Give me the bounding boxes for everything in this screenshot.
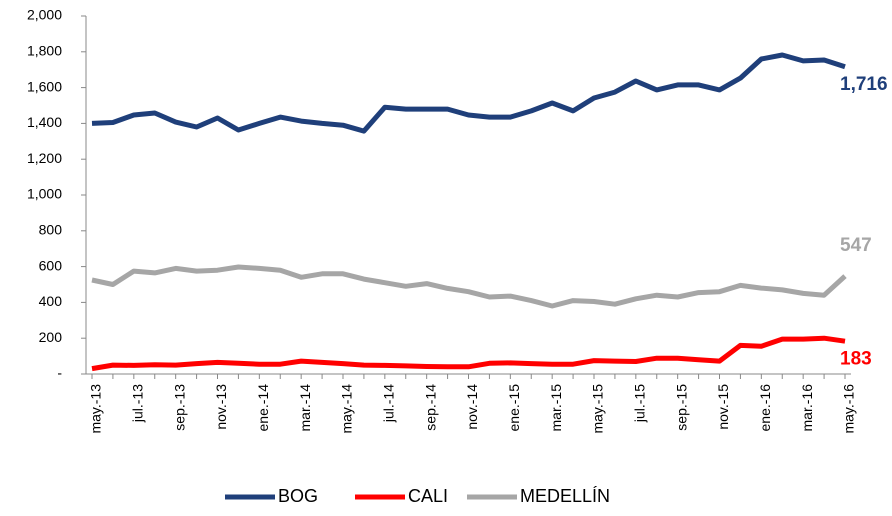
x-tick-label: ene.-16 <box>757 384 773 432</box>
x-tick-label: nov.-13 <box>213 384 229 430</box>
series-line <box>91 264 847 309</box>
y-tick-label: 600 <box>39 257 63 273</box>
x-tick-label: sep.-13 <box>171 384 187 431</box>
data-label: 183 <box>840 348 872 369</box>
x-tick-label: mar.-16 <box>799 384 815 432</box>
x-tick-label: jul.-14 <box>381 384 397 423</box>
y-tick-label: 1,000 <box>27 186 62 202</box>
x-tick-label: jul.-13 <box>130 384 146 423</box>
series-line <box>91 335 846 372</box>
x-tick-label: ene.-14 <box>255 384 271 432</box>
x-tick-label: mar.-15 <box>548 384 564 432</box>
x-tick-label: may.-16 <box>841 384 857 434</box>
y-tick-label: 1,600 <box>27 78 62 94</box>
legend-label: BOG <box>278 486 318 506</box>
x-tick-label: mar.-14 <box>297 384 313 432</box>
x-tick-label: sep.-14 <box>422 384 438 431</box>
y-tick-label: 400 <box>39 293 63 309</box>
series-line <box>91 52 846 134</box>
x-tick-label: sep.-15 <box>673 384 689 431</box>
legend-label: CALI <box>408 486 448 506</box>
x-tick-label: jul.-15 <box>632 384 648 423</box>
y-tick-label: 800 <box>39 222 63 238</box>
legend-label: MEDELLÍN <box>520 486 610 506</box>
x-tick-label: nov.-15 <box>715 384 731 430</box>
y-tick-label: 1,400 <box>27 114 62 130</box>
y-tick-label: 200 <box>39 329 63 345</box>
y-tick-label: - <box>57 365 62 381</box>
y-tick-label: 1,200 <box>27 150 62 166</box>
data-label: 1,716 <box>840 74 888 95</box>
x-tick-label: may.-14 <box>339 384 355 434</box>
x-tick-label: may.-13 <box>88 384 104 434</box>
data-label: 547 <box>840 235 872 256</box>
x-tick-label: ene.-15 <box>506 384 522 432</box>
x-tick-label: may.-15 <box>590 384 606 434</box>
y-tick-label: 2,000 <box>27 7 62 23</box>
y-tick-label: 1,800 <box>27 43 62 59</box>
x-tick-label: nov.-14 <box>464 384 480 430</box>
